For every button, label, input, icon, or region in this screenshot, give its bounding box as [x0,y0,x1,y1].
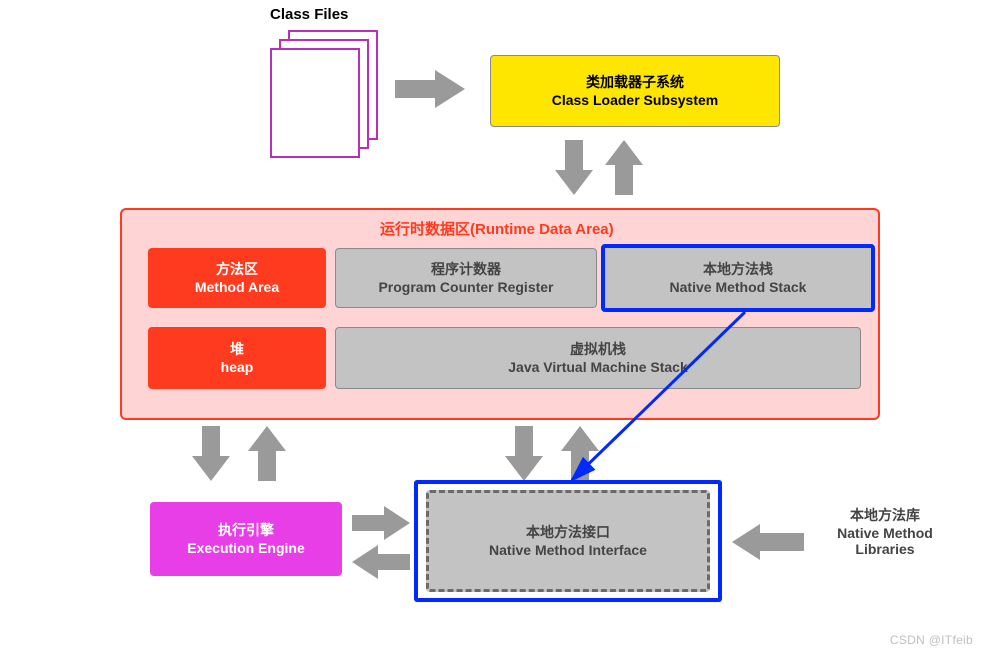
nms-en: Native Method Stack [670,278,807,296]
native-method-interface-box: 本地方法接口 Native Method Interface [426,490,710,592]
nmi-cn: 本地方法接口 [526,523,610,541]
nms-cn: 本地方法栈 [703,260,773,278]
native-method-stack-box: 本地方法栈 Native Method Stack [601,244,875,312]
nmi-en: Native Method Interface [489,541,647,559]
